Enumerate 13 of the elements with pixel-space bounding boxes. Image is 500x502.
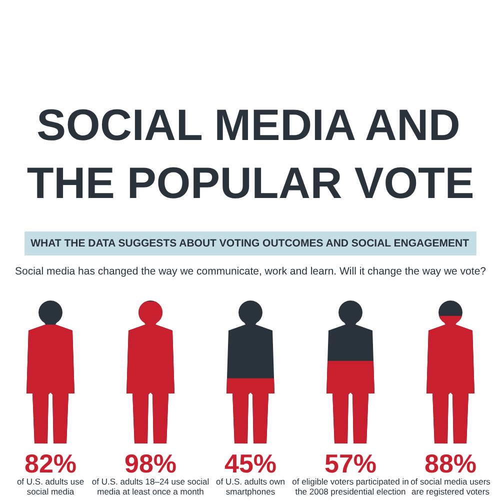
text: WHAT THE DATA SUGGESTS ABOUT VOTING OUTCOMES AND SOCIAL ENGAGEMENT: [30, 238, 470, 250]
category-label: of eligible voters participated in the 2008 presidential election: [292, 476, 410, 496]
category-label: of U.S. adults 18–24 use social media at least once a month: [92, 476, 210, 496]
data-label: 88%: [424, 448, 477, 478]
text: SOCIAL MEDIA AND THE POPULAR VOTE: [26, 101, 474, 208]
data-label: 57%: [324, 448, 377, 478]
data-label: 82%: [24, 448, 77, 478]
category-label: of U.S. adults own smartphones: [216, 476, 286, 496]
data-label: 45%: [224, 448, 277, 478]
data-label: 98%: [124, 448, 177, 478]
category-label: of U.S. adults use social media: [16, 476, 84, 496]
text: Social media has changed the way we communicate, work and learn. Will it change the way we vote?: [15, 266, 486, 278]
category-label: of social media users are registered voters: [410, 476, 490, 496]
